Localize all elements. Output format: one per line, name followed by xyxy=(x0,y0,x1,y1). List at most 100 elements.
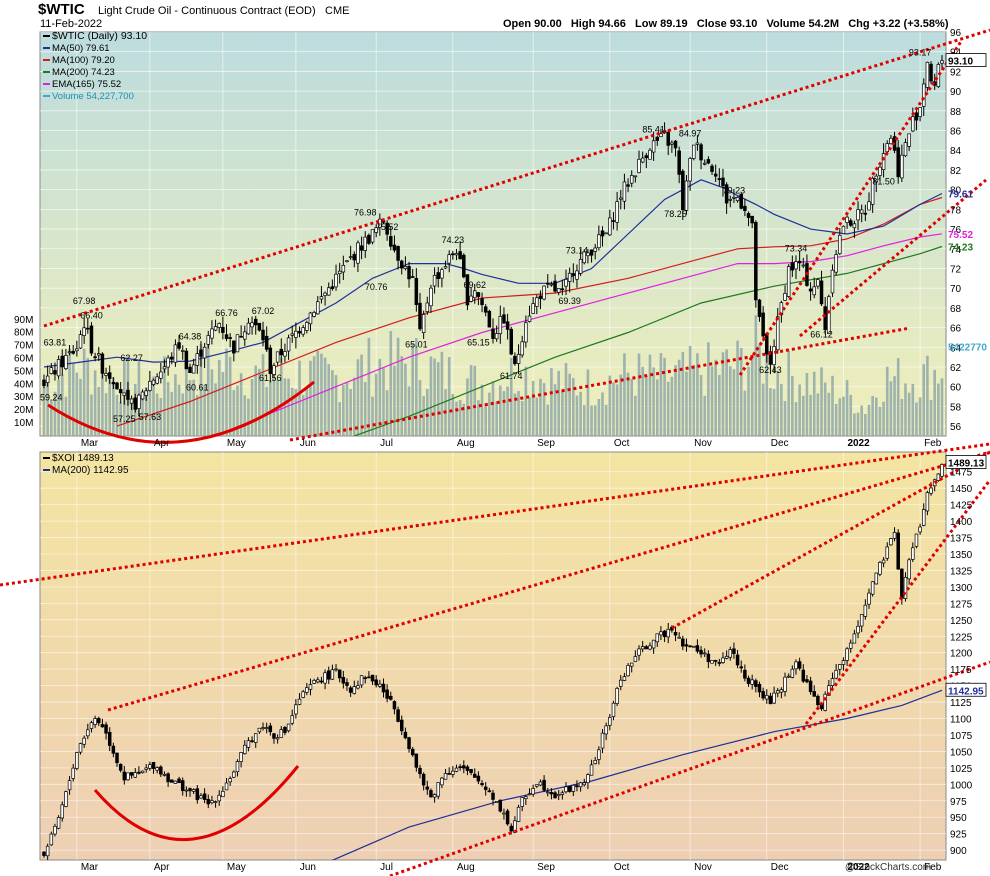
candle-body xyxy=(224,334,229,339)
candle-body xyxy=(600,732,605,749)
y-tick-label: 1400 xyxy=(950,517,973,528)
volume-tick-label: 50M xyxy=(14,366,33,377)
candle-body xyxy=(97,353,101,356)
volume-bar xyxy=(513,393,517,436)
candle-body xyxy=(290,333,294,336)
volume-bar xyxy=(590,405,593,436)
candle-body xyxy=(301,691,305,698)
y-tick-label: 1025 xyxy=(950,764,973,775)
volume-bar xyxy=(575,395,579,436)
candle-body xyxy=(754,680,758,687)
candle-body xyxy=(78,334,83,349)
candle-body xyxy=(436,782,440,797)
volume-bar xyxy=(491,381,495,436)
legend-entry: MA(100) 79.20 xyxy=(52,55,115,66)
volume-bar xyxy=(279,357,283,436)
candle-body xyxy=(655,633,660,643)
x-tick-label: Jul xyxy=(380,862,393,873)
candle-body xyxy=(524,322,528,343)
candle-body xyxy=(458,251,462,260)
volume-bar xyxy=(254,365,258,436)
volume-bar xyxy=(838,398,842,436)
candle-body xyxy=(721,657,725,663)
volume-bar xyxy=(885,366,889,436)
candle-body xyxy=(867,592,871,605)
candle-body xyxy=(633,656,638,662)
y-tick-label: 64 xyxy=(950,343,962,354)
volume-bar xyxy=(50,399,53,436)
candle-body xyxy=(89,325,94,354)
price-moving-averages xyxy=(43,179,943,436)
candle-body xyxy=(629,662,634,667)
candle-body xyxy=(297,698,302,705)
candle-body xyxy=(166,773,170,783)
candle-body xyxy=(553,792,557,799)
candle-body xyxy=(465,766,470,771)
x-tick-label: Nov xyxy=(694,438,712,449)
candle-body xyxy=(378,683,382,687)
candle-body xyxy=(702,652,707,655)
volume-bar xyxy=(882,401,885,436)
candle-body xyxy=(684,644,689,647)
volume-bar xyxy=(462,403,466,436)
volume-bar xyxy=(480,384,484,436)
candle-body xyxy=(593,247,597,252)
candle-body xyxy=(403,266,408,269)
volume-bar xyxy=(692,365,696,436)
candle-body xyxy=(889,538,893,546)
candle-body xyxy=(797,661,802,669)
xoi-steep-support-line xyxy=(804,479,990,725)
candle-body xyxy=(874,175,879,183)
volume-bar xyxy=(210,369,214,436)
volume-bar xyxy=(112,377,115,436)
candle-body xyxy=(370,229,375,243)
candle-body xyxy=(359,675,364,686)
candle-body xyxy=(213,801,218,803)
volume-bar xyxy=(834,403,838,436)
candle-body xyxy=(268,347,273,374)
legend-entry: MA(50) 79.61 xyxy=(52,43,110,54)
volume-bar xyxy=(425,388,429,436)
candle-body xyxy=(710,660,714,664)
wtic-steepest-support-line xyxy=(738,39,964,376)
volume-bar xyxy=(407,386,411,436)
candle-body xyxy=(235,761,240,773)
candle-body xyxy=(644,155,649,159)
y-tick-label: 80 xyxy=(950,186,962,197)
exchange-label: CME xyxy=(325,5,349,17)
volume-bar xyxy=(710,366,714,436)
candle-body xyxy=(706,159,711,164)
volume-bar xyxy=(502,391,506,436)
volume-bar xyxy=(922,364,926,436)
candle-body xyxy=(838,234,842,255)
candle-body xyxy=(111,745,116,754)
candle-body xyxy=(940,60,944,64)
candle-body xyxy=(706,653,711,663)
candle-body xyxy=(462,254,466,278)
candle-body xyxy=(505,321,510,330)
volume-bar xyxy=(269,380,272,436)
candle-body xyxy=(469,768,473,773)
volume-bar xyxy=(568,373,571,436)
volume-bar xyxy=(53,391,57,436)
xoi-candles xyxy=(42,463,944,860)
candle-body xyxy=(640,646,645,650)
candle-body xyxy=(385,222,389,235)
volume-bar xyxy=(820,367,823,436)
candle-body xyxy=(151,761,156,769)
volume-bar xyxy=(236,385,239,436)
volume-bar xyxy=(780,384,783,436)
candle-body xyxy=(808,680,813,693)
candle-body xyxy=(848,220,853,226)
candle-body xyxy=(808,288,813,292)
candle-body xyxy=(447,254,451,264)
last-value-label: 5422770 xyxy=(948,342,987,353)
candle-body xyxy=(159,371,163,379)
candle-body xyxy=(264,727,269,729)
volume-tick-label: 60M xyxy=(14,354,33,365)
volume-tick-label: 90M xyxy=(14,315,33,326)
volume-bar xyxy=(900,399,904,436)
candle-body xyxy=(845,216,849,223)
volume-bar xyxy=(794,402,798,436)
candle-body xyxy=(279,348,284,356)
